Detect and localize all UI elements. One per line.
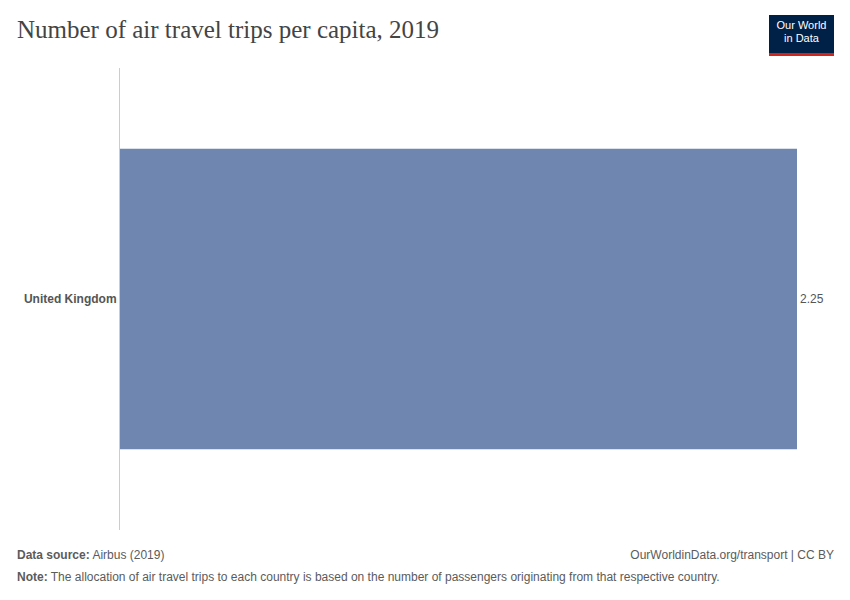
html-text:Number of air travel trips per: Number of air travel trips per capita, 2… xyxy=(17,16,440,43)
svg-text:United Kingdom: United Kingdom xyxy=(24,292,117,306)
html-text:Our World: Our World xyxy=(776,19,827,31)
html-text:OurWorldinData.org/transport |: OurWorldinData.org/transport | CC BY xyxy=(630,548,834,562)
svg-text:2.25: 2.25 xyxy=(800,292,824,306)
html-text:Note: The allocation of air tr: Note: The allocation of air travel trips… xyxy=(17,570,720,584)
html-text:in Data: in Data xyxy=(784,32,819,44)
html-text:Data source: Airbus (2019): Data source: Airbus (2019) xyxy=(17,548,165,562)
